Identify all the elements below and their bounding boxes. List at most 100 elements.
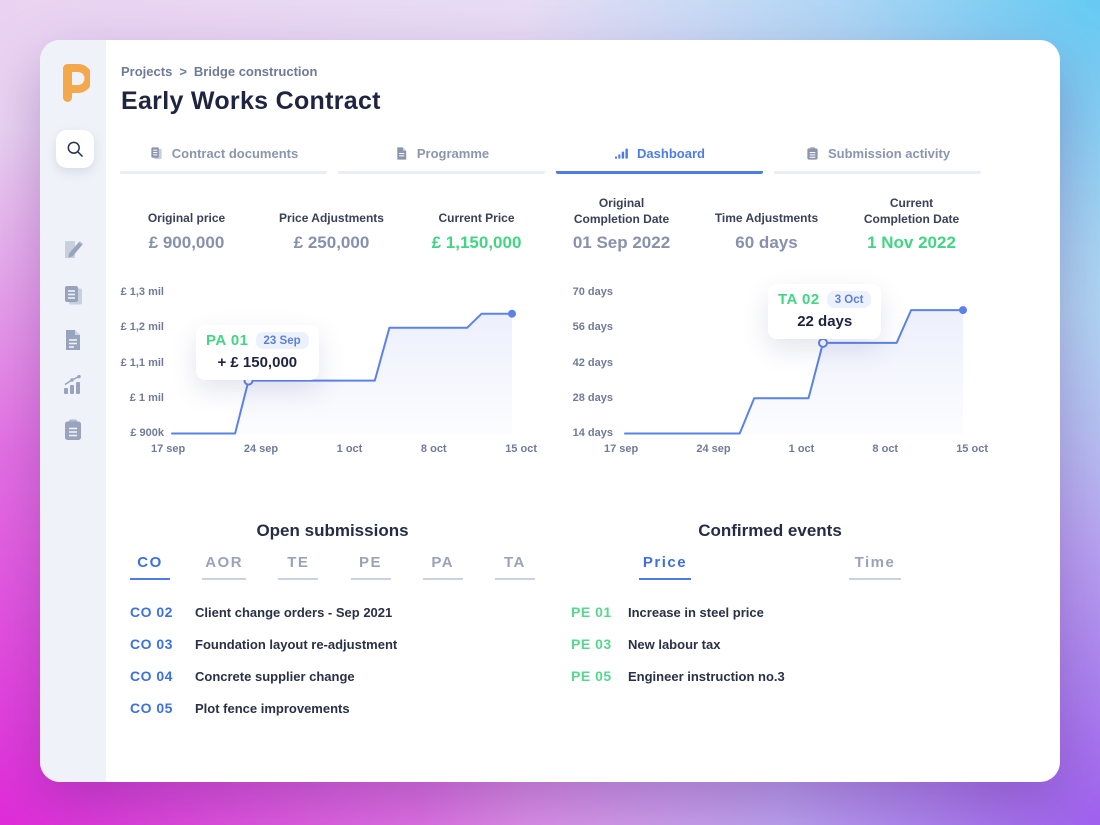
list-item[interactable]: CO 04 Concrete supplier change [130,660,545,692]
sidebar-item-contracts[interactable] [60,236,86,262]
clipboard-icon [807,147,818,160]
stat-price-adjustments: Price Adjustments £ 250,000 [259,196,404,253]
confirmed-events-title: Confirmed events [698,521,842,541]
sidebar-item-documents[interactable] [60,282,86,308]
time-chart: 70 days 56 days 42 days 28 days 14 days [573,284,988,456]
stats-row: Original price £ 900,000 Price Adjustmen… [114,196,1060,253]
submission-id: CO 02 [130,604,173,621]
stat-original-price: Original price £ 900,000 [114,196,259,253]
list-item[interactable]: PE 05 Engineer instruction no.3 [571,660,980,692]
tab-dashboard[interactable]: Dashboard [556,146,763,174]
x-tick: 1 oct [336,443,363,456]
bar-chart-icon [614,148,628,159]
breadcrumb-projects[interactable]: Projects [121,64,173,79]
breadcrumb: Projects > Bridge construction [121,64,1060,79]
y-tick: 56 days [572,321,613,334]
tooltip-value: + £ 150,000 [217,354,298,372]
x-tick: 24 sep [696,443,731,456]
x-tick: 8 oct [872,443,899,456]
list-item[interactable]: CO 02 Client change orders - Sep 2021 [130,596,545,628]
stat-label: Current Price [438,211,515,226]
y-tick: £ 1,1 mil [120,356,164,369]
x-tick: 17 sep [151,443,186,456]
subtab-price[interactable]: Price [639,554,691,581]
stat-current-price: Current Price £ 1,150,000 [404,196,549,253]
x-tick: 8 oct [420,443,447,456]
price-chart-tooltip: PA 01 23 Sep + £ 150,000 [196,325,319,381]
subtab-co[interactable]: CO [130,554,170,581]
stat-label: Time Adjustments [714,211,819,226]
subtab-pa[interactable]: PA [422,554,463,581]
tab-contract-documents[interactable]: Contract documents [120,146,327,174]
y-tick: 70 days [572,286,613,299]
event-id: PE 01 [571,604,612,621]
sidebar-item-files[interactable] [60,327,86,353]
page-title: Early Works Contract [121,87,381,115]
time-chart-plot [624,306,967,436]
sidebar-item-analytics[interactable] [60,372,86,398]
x-tick: 15 oct [956,443,988,456]
subtab-ta[interactable]: TA [494,554,535,581]
event-text: New labour tax [628,636,721,652]
tooltip-value: 22 days [797,313,853,331]
breadcrumb-project-name[interactable]: Bridge construction [193,64,318,79]
subtab-pe[interactable]: PE [350,554,391,581]
y-tick: 28 days [572,391,613,404]
tooltip-date-badge: 3 Oct [826,291,872,309]
stat-label: Original price [147,211,226,226]
stat-original-completion-date: Original Completion Date 01 Sep 2022 [549,196,694,253]
checklist-icon [65,419,81,440]
stat-current-completion-date: Current Completion Date 1 Nov 2022 [839,196,984,253]
tab-label: Submission activity [827,146,951,161]
stat-label: Price Adjustments [279,211,384,226]
p-logo-icon [63,64,93,102]
submission-id: CO 03 [130,636,173,653]
analytics-icon [64,374,81,394]
app-logo [60,62,93,104]
submission-text: Foundation layout re-adjustment [195,636,398,652]
y-tick: 14 days [572,427,613,440]
document-icon [151,147,162,160]
contract-edit-icon [65,241,83,258]
submission-text: Client change orders - Sep 2021 [195,604,393,620]
tab-label: Contract documents [171,146,299,161]
search-icon [67,141,83,157]
subtab-te[interactable]: TE [278,554,319,581]
list-item[interactable]: PE 03 New labour tax [571,628,980,660]
stat-time-adjustments: Time Adjustments 60 days [694,196,839,253]
stat-label: Original Completion Date [573,196,670,226]
stat-value: £ 900,000 [148,233,225,252]
y-tick: £ 1 mil [129,391,164,404]
confirmed-events-list: PE 01 Increase in steel price PE 03 New … [571,596,980,692]
sidebar-item-checklist[interactable] [60,417,86,443]
confirmed-events-panel: Confirmed events Price Time PE 01 Increa… [560,521,980,724]
app-window: Projects > Bridge construction Early Wor… [40,40,1060,782]
subtab-aor[interactable]: AOR [202,554,247,581]
list-item[interactable]: CO 03 Foundation layout re-adjustment [130,628,545,660]
x-tick: 24 sep [243,443,279,456]
list-item[interactable]: CO 05 Plot fence improvements [130,692,545,724]
stat-label: Current Completion Date [863,196,960,226]
tab-submission-activity[interactable]: Submission activity [774,146,981,174]
y-tick: £ 1,2 mil [120,321,164,334]
x-tick: 17 sep [604,443,639,456]
y-tick: £ 1,3 mil [120,286,164,299]
submission-id: CO 05 [130,700,173,717]
stat-value: £ 1,150,000 [431,233,522,252]
submission-text: Plot fence improvements [195,700,350,716]
subtab-time[interactable]: Time [849,554,901,581]
list-item[interactable]: PE 01 Increase in steel price [571,596,980,628]
open-submissions-title: Open submissions [256,521,409,541]
price-chart: £ 1,3 mil £ 1,2 mil £ 1,1 mil £ 1 mil £ … [120,286,537,456]
file-icon [66,330,80,350]
x-tick: 15 oct [505,443,537,456]
tooltip-id: TA 02 [778,291,820,309]
submission-id: CO 04 [130,668,173,685]
tab-programme[interactable]: Programme [338,146,545,174]
event-id: PE 03 [571,636,612,653]
search-button[interactable] [56,130,94,168]
open-submissions-tabs: CO AOR TE PE PA TA [130,554,535,581]
tab-label: Dashboard [637,146,705,161]
bottom-panels: Open submissions CO AOR TE PE PA TA CO 0… [120,521,1060,724]
stat-value: 60 days [735,233,798,252]
